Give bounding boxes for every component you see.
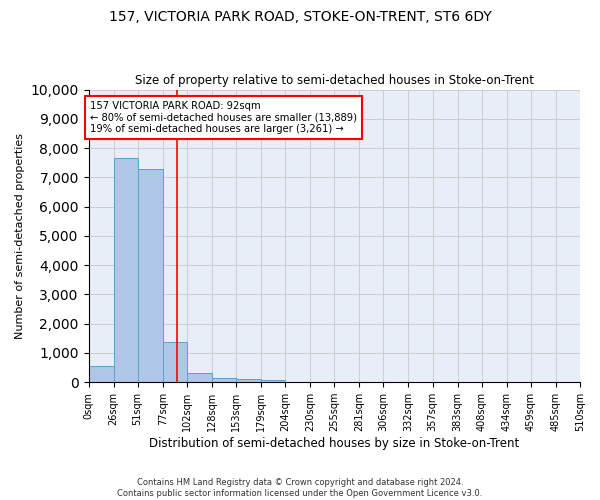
Bar bbox=[261, 380, 285, 382]
Bar bbox=[187, 373, 212, 382]
Bar bbox=[236, 379, 261, 382]
Bar bbox=[113, 158, 137, 382]
X-axis label: Distribution of semi-detached houses by size in Stoke-on-Trent: Distribution of semi-detached houses by … bbox=[149, 437, 520, 450]
Bar bbox=[89, 366, 113, 382]
Y-axis label: Number of semi-detached properties: Number of semi-detached properties bbox=[15, 133, 25, 339]
Text: Contains HM Land Registry data © Crown copyright and database right 2024.
Contai: Contains HM Land Registry data © Crown c… bbox=[118, 478, 482, 498]
Title: Size of property relative to semi-detached houses in Stoke-on-Trent: Size of property relative to semi-detach… bbox=[135, 74, 534, 87]
Text: 157, VICTORIA PARK ROAD, STOKE-ON-TRENT, ST6 6DY: 157, VICTORIA PARK ROAD, STOKE-ON-TRENT,… bbox=[109, 10, 491, 24]
Bar bbox=[212, 378, 236, 382]
Bar bbox=[137, 168, 163, 382]
Text: 157 VICTORIA PARK ROAD: 92sqm
← 80% of semi-detached houses are smaller (13,889): 157 VICTORIA PARK ROAD: 92sqm ← 80% of s… bbox=[91, 102, 358, 134]
Bar bbox=[163, 342, 187, 382]
